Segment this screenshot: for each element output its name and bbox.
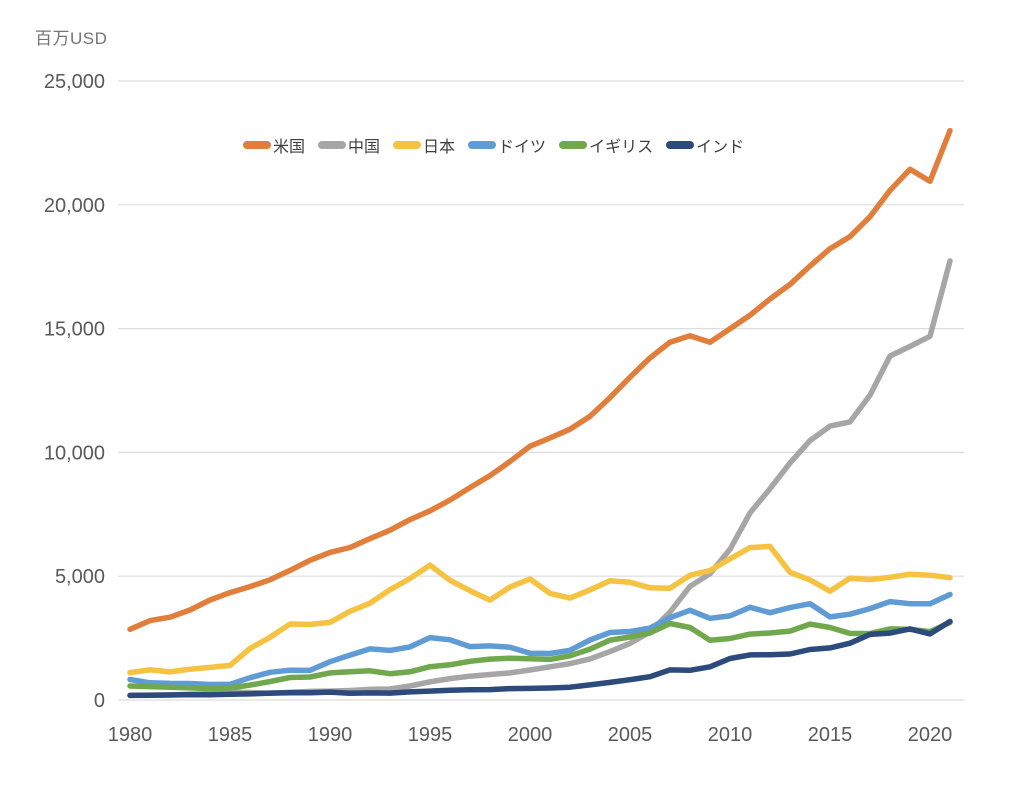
y-tick-label: 20,000 [44,195,105,217]
legend-label-uk: イギリス [589,139,654,156]
series-line-japan [127,543,953,676]
legend-swatch-usa [243,141,271,149]
series-line-usa [127,127,953,633]
y-tick-label: 0 [94,690,105,712]
legend-label-china: 中国 [348,139,381,156]
legend-swatch-germany [468,141,497,149]
gridlines [118,80,964,701]
x-tick-label: 2005 [608,724,653,746]
x-tick-label: 1990 [308,724,353,746]
legend-label-japan: 日本 [423,139,456,156]
x-tick-label: 2010 [708,724,753,746]
series-lines [127,127,953,699]
legend-item-japan: 日本 [393,133,455,157]
y-tick-label: 25,000 [44,71,105,93]
series-line-india [127,618,953,699]
y-tick-label: 10,000 [44,442,105,464]
y-tick-label: 15,000 [44,319,105,341]
x-tick-label: 2015 [808,724,853,746]
axis-unit-label: 百万USD [35,29,108,48]
y-axis-labels: 0 5,000 10,000 15,000 20,000 25,000 [44,71,105,712]
x-tick-label: 2000 [508,724,553,746]
legend-swatch-india [666,141,695,149]
legend-label-germany: ドイツ [498,139,547,156]
legend-label-india: インド [696,139,745,156]
series-line-china [127,258,953,699]
chart-legend: 米国 中国 日本 ドイツ イギリス インド [243,133,744,157]
x-tick-label: 1980 [108,724,153,746]
x-tick-label: 2020 [908,724,953,746]
legend-item-china: 中国 [318,133,380,157]
y-tick-label: 5,000 [55,566,105,588]
x-axis-labels: 1980 1985 1990 1995 2000 2005 2010 2015 2020 [108,724,953,746]
legend-swatch-china [318,141,347,149]
series-line-germany [127,591,953,688]
legend-item-usa: 米国 [243,133,305,157]
legend-swatch-uk [559,141,588,149]
legend-label-usa: 米国 [273,139,306,156]
x-tick-label: 1985 [208,724,253,746]
legend-item-germany: ドイツ [468,133,546,157]
legend-swatch-japan [393,141,422,149]
legend-item-india: インド [666,133,744,157]
legend-item-uk: イギリス [559,133,653,157]
series-line-uk [127,619,953,692]
x-tick-label: 1995 [408,724,453,746]
